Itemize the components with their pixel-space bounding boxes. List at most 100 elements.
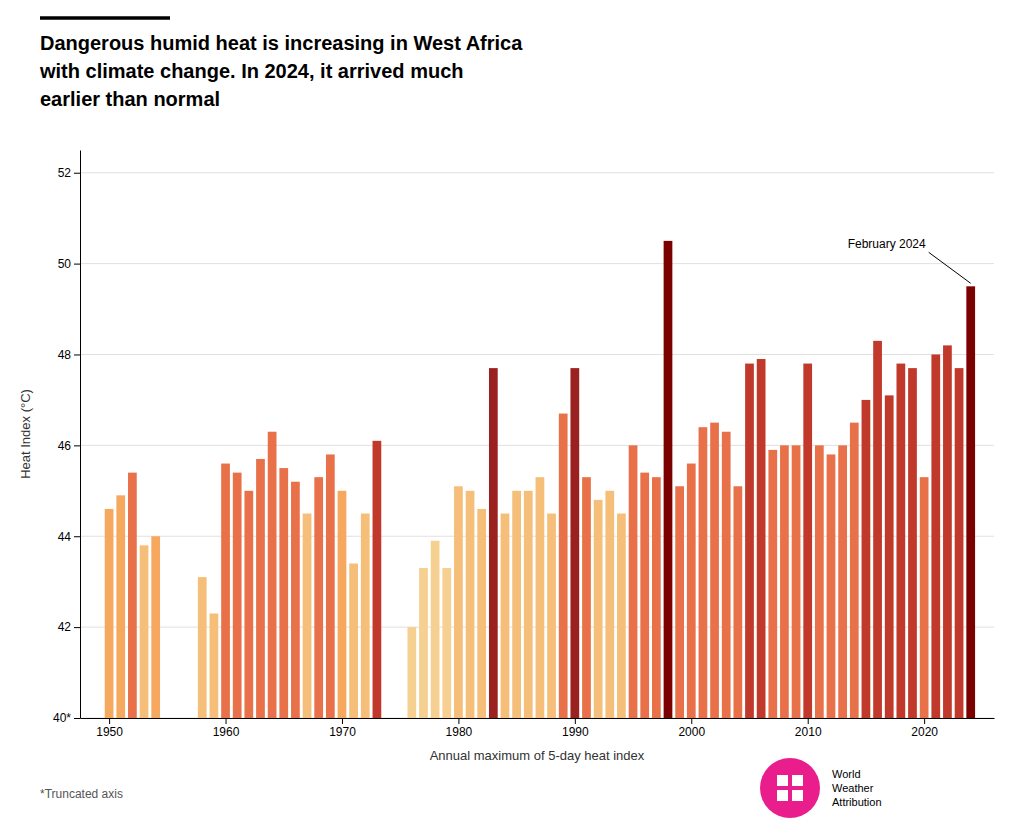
bar (210, 613, 219, 718)
annotation: February 2024 (848, 237, 926, 251)
bar (675, 486, 684, 718)
x-axis: 19501960197019801990200020102020 (81, 718, 995, 739)
bar (244, 491, 253, 718)
bar (722, 432, 731, 718)
x-tick-label: 2000 (678, 725, 705, 739)
bar (279, 468, 288, 718)
bar (559, 414, 568, 718)
title: Dangerous humid heat is increasing in We… (39, 32, 523, 110)
y-axis: 40*424446485052 (53, 151, 81, 726)
bar (629, 445, 638, 718)
bar (349, 564, 358, 718)
bar (128, 473, 137, 718)
logo-square (792, 775, 803, 786)
bar (151, 536, 160, 718)
y-tick-label: 48 (58, 348, 72, 362)
bar (780, 445, 789, 718)
y-tick: 50 (58, 257, 80, 271)
bar (256, 459, 265, 718)
bar (431, 541, 440, 718)
bar (955, 368, 964, 718)
x-tick-mark (808, 718, 809, 724)
bar (896, 364, 905, 718)
y-tick-mark (74, 445, 80, 446)
bar (862, 400, 871, 718)
bar (547, 514, 556, 718)
x-tick-mark (691, 718, 692, 724)
logo: WorldWeatherAttribution (760, 758, 882, 818)
logo-square (792, 790, 803, 801)
bar (536, 477, 545, 718)
grid-line (80, 172, 994, 173)
y-axis-title: Heat Index (°C) (18, 389, 33, 479)
y-tick-mark (74, 173, 80, 174)
bar (314, 477, 323, 718)
y-tick: 42 (58, 620, 80, 634)
bar (605, 491, 614, 718)
x-tick-label: 1990 (562, 725, 589, 739)
y-tick-mark (74, 264, 80, 265)
title-rule (40, 16, 170, 20)
x-tick-mark (226, 718, 227, 724)
bar (338, 491, 347, 718)
x-tick-mark (924, 718, 925, 724)
bar (268, 432, 277, 718)
bar (594, 500, 603, 718)
bar (885, 395, 894, 718)
logo-square (777, 790, 788, 801)
x-tick-label: 1950 (96, 725, 123, 739)
bar (466, 491, 475, 718)
x-tick: 2010 (795, 718, 822, 739)
bar (652, 477, 661, 718)
title-line: Dangerous humid heat is increasing in We… (40, 32, 523, 54)
x-tick-label: 1970 (329, 725, 356, 739)
bar (140, 545, 149, 718)
bar (407, 627, 416, 718)
bar (105, 509, 114, 718)
logo-square (777, 775, 788, 786)
chart: Dangerous humid heat is increasing in We… (0, 0, 1024, 838)
y-tick: 52 (58, 166, 80, 180)
x-tick: 2000 (678, 718, 705, 739)
bars (105, 241, 975, 718)
bar (803, 364, 812, 718)
bar (943, 345, 952, 718)
bar (640, 473, 649, 718)
bar (757, 359, 766, 718)
x-tick: 1950 (96, 718, 123, 739)
bar (477, 509, 486, 718)
bar (920, 477, 929, 718)
x-tick-mark (458, 718, 459, 724)
bar (291, 482, 300, 718)
bar (617, 514, 626, 718)
x-tick: 2020 (911, 718, 938, 739)
bar (710, 423, 719, 718)
x-axis-title: Annual maximum of 5-day heat index (430, 748, 645, 763)
bar (745, 364, 754, 718)
grid (80, 173, 994, 718)
source-line: World (832, 768, 861, 780)
bar (792, 445, 801, 718)
bar (221, 464, 230, 718)
bar (442, 568, 451, 718)
bar (489, 368, 498, 718)
y-tick-mark (74, 627, 80, 628)
bar (454, 486, 463, 718)
title-line: with climate change. In 2024, it arrived… (39, 60, 463, 82)
y-tick-mark (74, 354, 80, 355)
bar (966, 286, 975, 718)
grid-line (80, 354, 994, 355)
y-tick-label: 40* (53, 711, 71, 725)
bar (827, 454, 836, 718)
y-tick: 44 (58, 530, 80, 544)
bar (687, 464, 696, 718)
axis-line (81, 718, 995, 719)
bar (198, 577, 207, 718)
axis-line (80, 151, 81, 719)
bar (931, 354, 940, 718)
grid-line (80, 263, 994, 264)
title-line: earlier than normal (40, 88, 220, 110)
x-tick: 1980 (446, 718, 473, 739)
bar (582, 477, 591, 718)
bar (815, 445, 824, 718)
